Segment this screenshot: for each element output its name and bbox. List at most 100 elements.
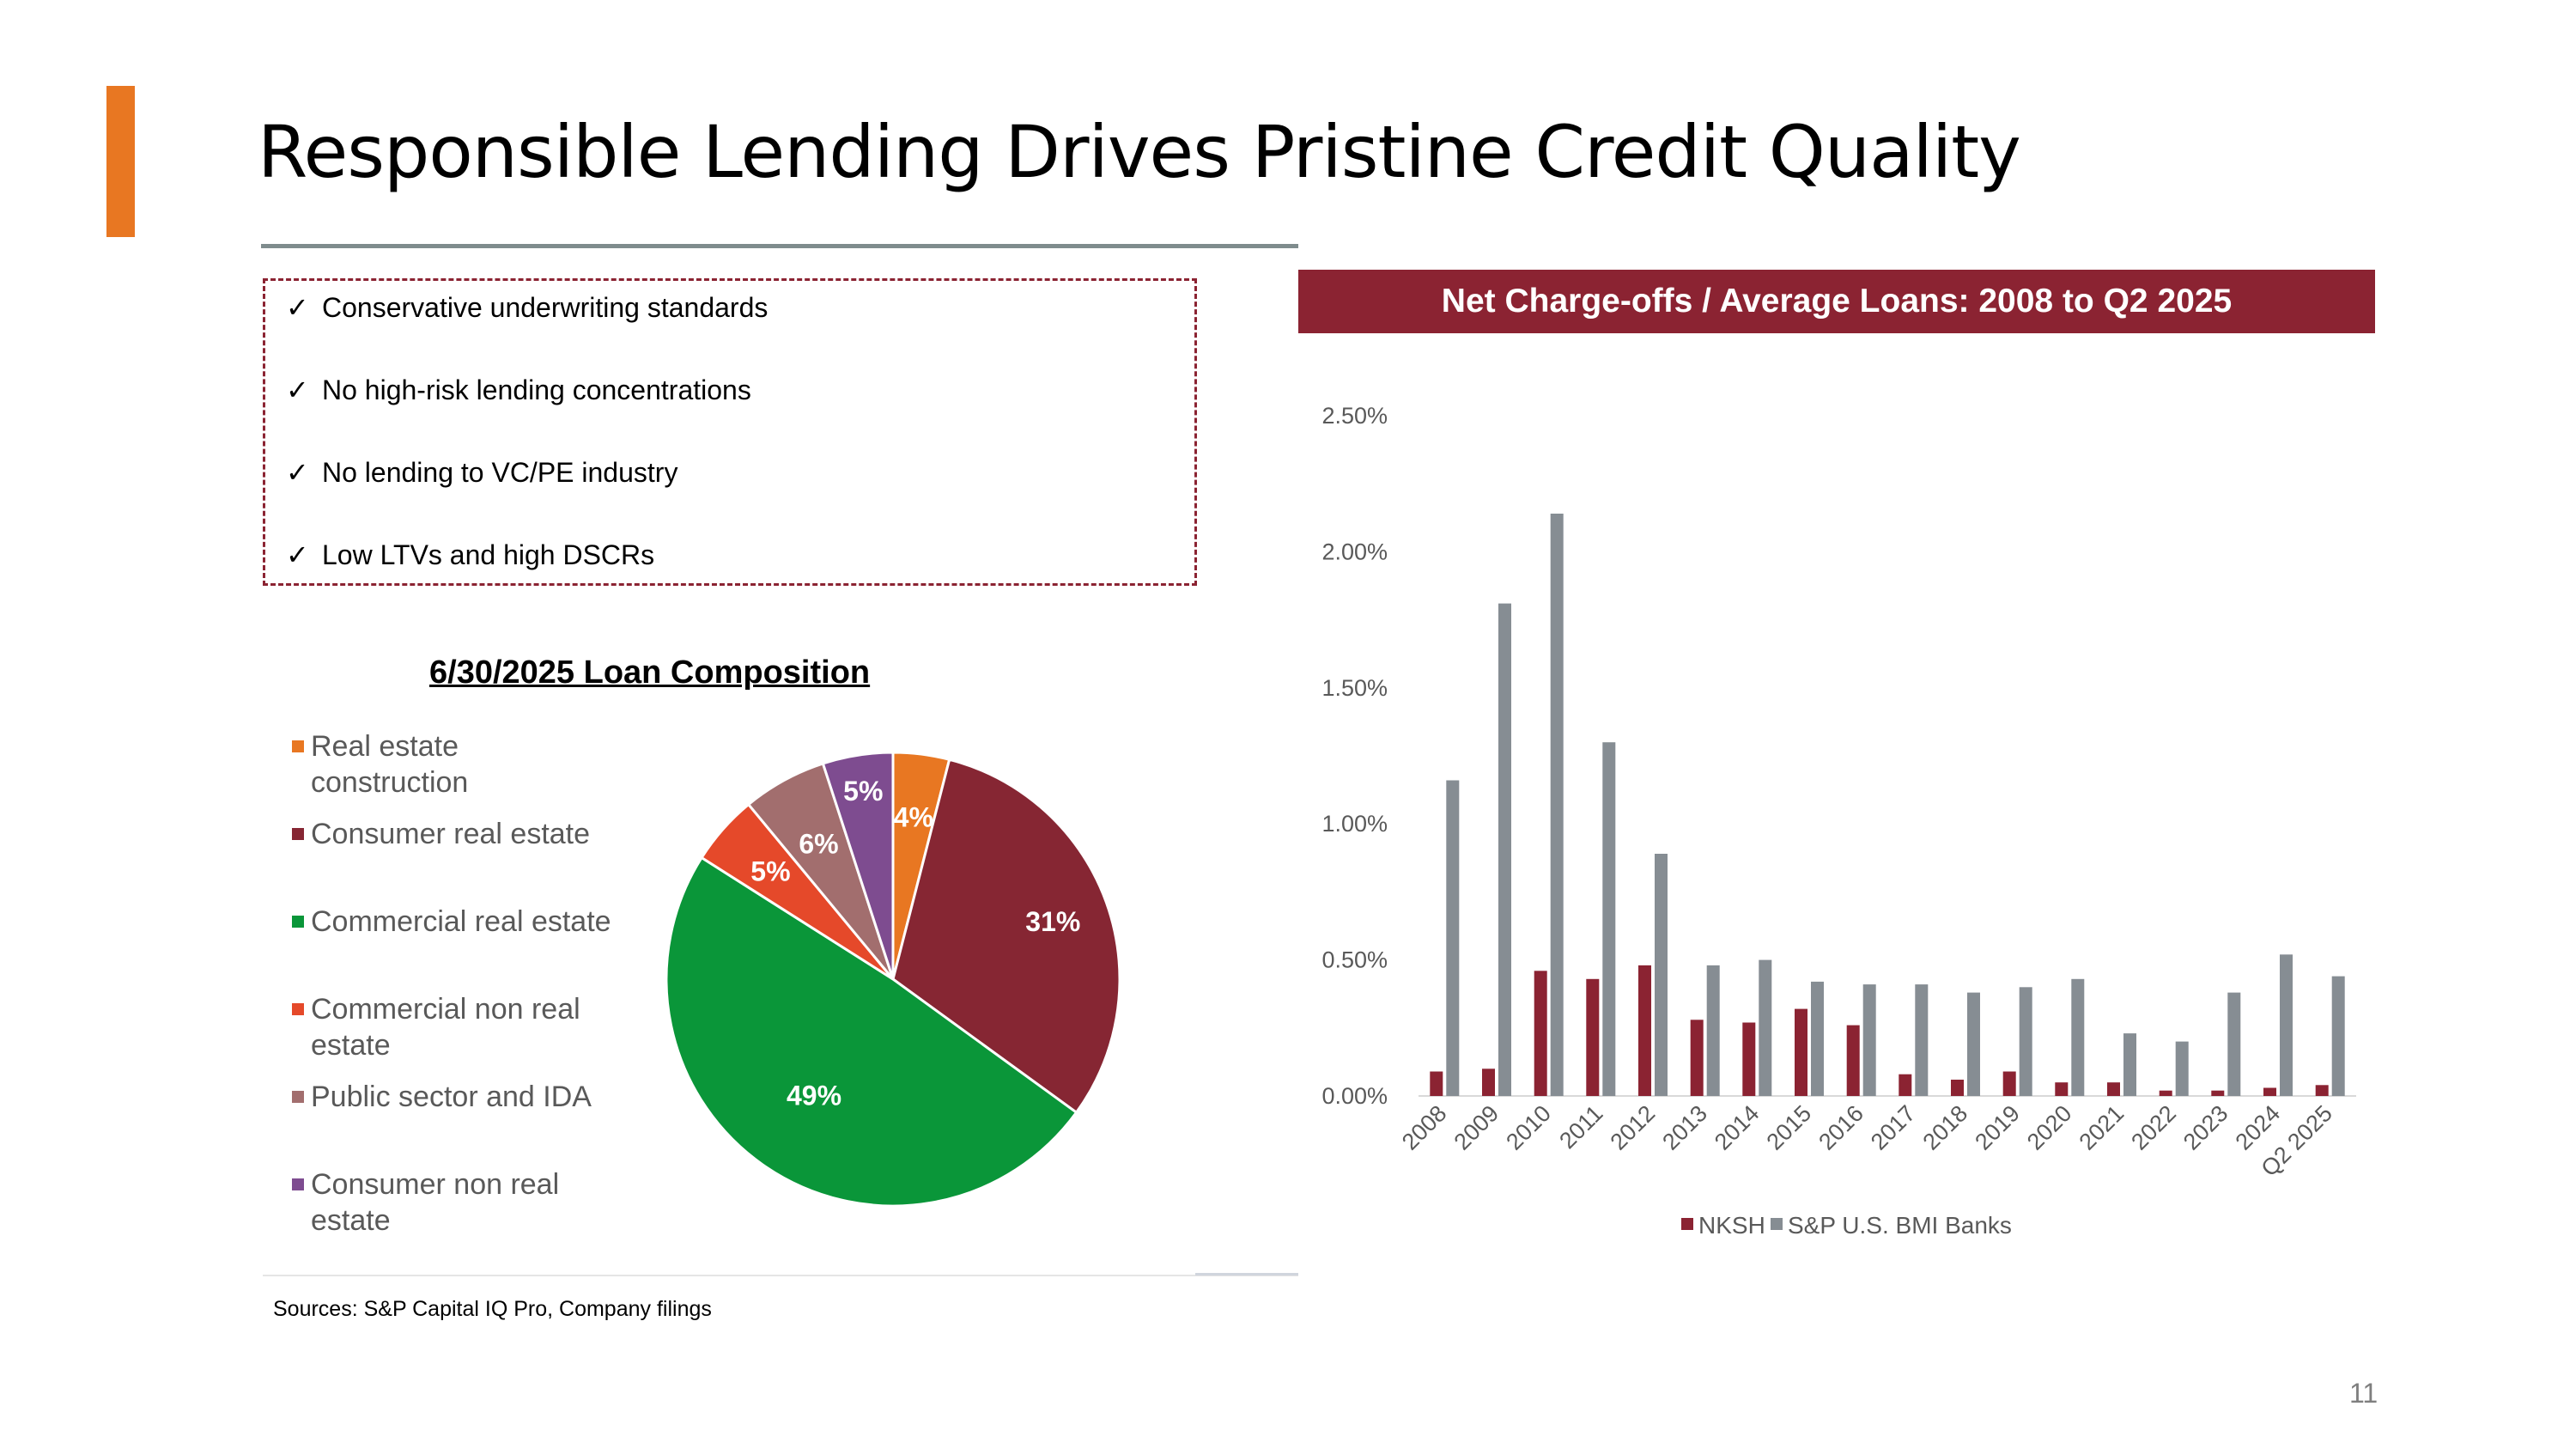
- legend-swatch: [292, 740, 304, 752]
- x-tick-label: 2009: [1449, 1100, 1504, 1155]
- bar-nksh: [1482, 1068, 1495, 1096]
- y-tick-label: 0.50%: [1321, 947, 1388, 973]
- bar-sp-bmi-banks: [1706, 965, 1720, 1096]
- legend-swatch: [1771, 1218, 1783, 1230]
- y-tick-label: 1.50%: [1321, 675, 1388, 701]
- x-tick-label: 2011: [1554, 1100, 1607, 1154]
- bar-sp-bmi-banks: [1967, 992, 1980, 1096]
- y-tick-label: 2.50%: [1321, 403, 1388, 429]
- slide-title: Responsible Lending Drives Pristine Cred…: [258, 110, 2021, 194]
- pie-data-label: 49%: [787, 1080, 841, 1111]
- bar-sp-bmi-banks: [1811, 981, 1824, 1096]
- legend-item: Consumer real estate: [292, 816, 618, 852]
- loan-composition-pie-chart: 4%31%49%5%6%5%: [665, 751, 1121, 1208]
- legend-swatch: [292, 1003, 304, 1015]
- pie-slice: [665, 855, 1078, 1208]
- bar-sp-bmi-banks: [1862, 984, 1876, 1096]
- legend-label: Commercial real estate: [311, 905, 611, 938]
- bar-sp-bmi-banks: [2123, 1033, 2136, 1096]
- bar-nksh: [1742, 1022, 1756, 1096]
- legend-label: S&P U.S. BMI Banks: [1788, 1212, 2012, 1239]
- legend-item: Commercial real estate: [292, 904, 618, 940]
- bar-nksh: [2002, 1071, 2016, 1096]
- bar-nksh: [1690, 1020, 1704, 1096]
- page-number: 11: [2349, 1378, 2379, 1409]
- legend-label: Consumer non real estate: [311, 1168, 560, 1237]
- x-tick-label: 2019: [1970, 1100, 2025, 1155]
- footer-divider-accent: [1195, 1273, 1298, 1275]
- bar-legend: NKSH S&P U.S. BMI Banks: [1681, 1212, 2012, 1239]
- highlight-text: Conservative underwriting standards: [322, 292, 769, 323]
- x-tick-label: 2014: [1710, 1100, 1765, 1155]
- legend-label: NKSH: [1698, 1212, 1765, 1239]
- legend-item: Consumer non real estate: [292, 1166, 618, 1239]
- pie-chart-title: 6/30/2025 Loan Composition: [429, 654, 871, 691]
- title-divider: [261, 244, 1298, 248]
- bar-nksh: [1951, 1080, 1964, 1096]
- bar-sp-bmi-banks: [2280, 954, 2293, 1096]
- x-tick-label: 2015: [1762, 1100, 1817, 1155]
- x-tick-label: 2013: [1657, 1100, 1712, 1155]
- bar-sp-bmi-banks: [1655, 854, 1668, 1096]
- bar-nksh: [2211, 1090, 2225, 1096]
- y-tick-label: 1.00%: [1321, 811, 1388, 837]
- check-icon: ✓: [286, 291, 309, 324]
- x-tick-label: 2016: [1814, 1100, 1868, 1155]
- bar-nksh: [2159, 1090, 2172, 1096]
- bar-nksh: [1795, 1008, 1807, 1096]
- highlight-item: ✓ Conservative underwriting standards: [286, 291, 768, 324]
- highlight-text: No high-risk lending concentrations: [322, 374, 751, 405]
- legend-label: Consumer real estate: [311, 818, 591, 850]
- bar-chart-banner: Net Charge-offs / Average Loans: 2008 to…: [1298, 270, 2375, 333]
- legend-swatch: [292, 1091, 304, 1103]
- bar-nksh: [2315, 1085, 2329, 1096]
- x-tick-label: 2018: [1918, 1100, 1973, 1155]
- pie-data-label: 4%: [894, 801, 933, 832]
- check-icon: ✓: [286, 456, 309, 489]
- x-tick-label: 2012: [1606, 1100, 1661, 1155]
- pie-slice: [821, 751, 895, 980]
- pie-data-label: 5%: [750, 855, 790, 886]
- bar-sp-bmi-banks: [2331, 976, 2345, 1096]
- x-tick-label: 2017: [1866, 1100, 1921, 1155]
- bar-nksh: [1899, 1074, 1912, 1096]
- x-tick-label: 2021: [2075, 1100, 2129, 1155]
- bar-sp-bmi-banks: [1550, 514, 1564, 1096]
- highlight-text: Low LTVs and high DSCRs: [322, 539, 655, 570]
- bar-nksh: [1846, 1025, 1860, 1096]
- pie-slice: [891, 758, 1121, 1115]
- bar-sp-bmi-banks: [1446, 780, 1460, 1096]
- x-tick-label: 2020: [2022, 1100, 2077, 1155]
- bar-sp-bmi-banks: [2175, 1041, 2189, 1096]
- highlight-text: No lending to VC/PE industry: [322, 457, 678, 488]
- footer-divider: [263, 1275, 1298, 1276]
- legend-item: Real estate construction: [292, 728, 618, 801]
- highlights-box: ✓ Conservative underwriting standards ✓ No…: [263, 278, 1197, 586]
- bar-nksh: [1638, 965, 1651, 1096]
- pie-data-label: 5%: [843, 776, 883, 807]
- x-tick-label: 2023: [2178, 1100, 2233, 1155]
- charge-offs-bar-chart: 0.00%0.50%1.00%1.50%2.00%2.50%2008200920…: [1321, 403, 2356, 1239]
- x-tick-label: 2022: [2126, 1100, 2181, 1155]
- legend-item: Commercial non real estate: [292, 991, 618, 1063]
- legend-label: Real estate construction: [311, 730, 469, 799]
- pie-data-label: 6%: [799, 829, 838, 860]
- legend-item: Public sector and IDA: [292, 1079, 618, 1115]
- bar-sp-bmi-banks: [2019, 987, 2032, 1096]
- highlight-item: ✓ Low LTVs and high DSCRs: [286, 539, 654, 571]
- bar-nksh: [1430, 1071, 1443, 1096]
- bar-sp-bmi-banks: [2227, 992, 2241, 1096]
- highlight-item: ✓ No lending to VC/PE industry: [286, 456, 677, 489]
- legend-swatch: [1681, 1218, 1693, 1230]
- bar-nksh: [2263, 1087, 2276, 1096]
- bar-sp-bmi-banks: [1759, 959, 1772, 1096]
- accent-bar: [106, 86, 135, 237]
- y-tick-label: 2.00%: [1321, 539, 1388, 564]
- bar-sp-bmi-banks: [2071, 978, 2085, 1096]
- x-tick-label: 2010: [1501, 1100, 1556, 1155]
- pie-data-label: 31%: [1025, 906, 1080, 937]
- check-icon: ✓: [286, 539, 309, 571]
- sources-note: Sources: S&P Capital IQ Pro, Company fil…: [273, 1297, 712, 1321]
- bar-sp-bmi-banks: [1498, 603, 1511, 1096]
- bar-nksh: [2055, 1082, 2069, 1096]
